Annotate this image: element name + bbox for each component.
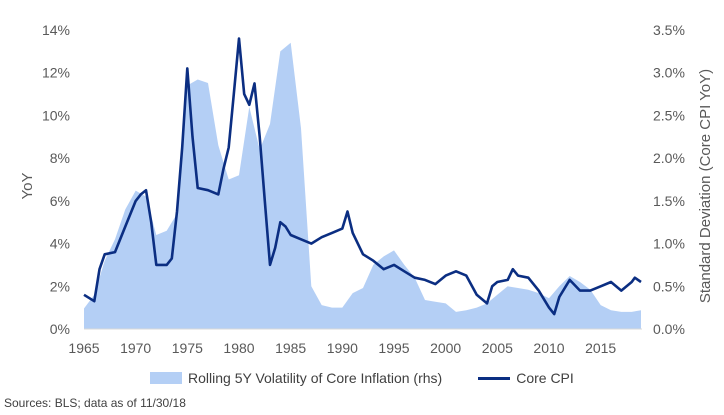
legend-swatch-line (478, 376, 511, 380)
y-tick-label: 0% (50, 321, 70, 337)
legend-label-volatility: Rolling 5Y Volatility of Core Inflation … (188, 370, 443, 386)
y2-axis-ticks: 0.0% 0.5% 1.0% 1.5% 2.0% 2.5% 3.0% 3.5% (653, 22, 685, 337)
y2-tick-label: 2.0% (653, 150, 685, 166)
legend-label-core-cpi: Core CPI (516, 370, 574, 386)
y2-tick-label: 0.5% (653, 278, 685, 294)
legend-item-core-cpi[interactable]: Core CPI (478, 370, 574, 386)
y-tick-label: 10% (42, 107, 70, 123)
y2-axis-title: Standard Deviation (Core CPI YoY) (697, 69, 714, 303)
x-tick-label: 1990 (327, 340, 358, 356)
x-tick-label: 2000 (430, 340, 461, 356)
y2-tick-label: 2.5% (653, 107, 685, 123)
x-tick-label: 2015 (585, 340, 616, 356)
legend: Rolling 5Y Volatility of Core Inflation … (150, 370, 610, 386)
y-tick-label: 14% (42, 22, 70, 38)
x-tick-label: 1975 (172, 340, 203, 356)
x-tick-label: 1970 (120, 340, 151, 356)
legend-item-volatility[interactable]: Rolling 5Y Volatility of Core Inflation … (150, 370, 442, 386)
source-note: Sources: BLS; data as of 11/30/18 (4, 396, 186, 410)
legend-swatch-area (150, 372, 182, 384)
y2-tick-label: 1.0% (653, 236, 685, 252)
y2-tick-label: 3.0% (653, 65, 685, 81)
x-tick-label: 1965 (68, 340, 99, 356)
y-tick-label: 6% (50, 193, 70, 209)
x-tick-label: 1980 (223, 340, 254, 356)
x-tick-label: 2010 (533, 340, 564, 356)
y-axis-ticks: 0% 2% 4% 6% 8% 10% 12% 14% (42, 22, 70, 337)
y-tick-label: 8% (50, 150, 70, 166)
core-cpi-line (83, 37, 642, 316)
y-tick-label: 12% (42, 65, 70, 81)
plot-area (83, 37, 642, 330)
chart: 0% 2% 4% 6% 8% 10% 12% 14% 0.0% 0.5% 1.0% 1.5% 2.0%… (19, 22, 714, 356)
y2-tick-label: 0.0% (653, 321, 685, 337)
x-tick-label: 1995 (378, 340, 409, 356)
y-axis-title: YoY (19, 173, 36, 200)
y-tick-label: 2% (50, 278, 70, 294)
volatility-area (84, 42, 641, 330)
x-axis-ticks: 1965 1970 1975 1980 1985 1990 1995 2000 2005 2010… (68, 340, 616, 356)
y-tick-label: 4% (50, 236, 70, 252)
y2-tick-label: 3.5% (653, 22, 685, 38)
x-tick-label: 2005 (482, 340, 513, 356)
y2-tick-label: 1.5% (653, 193, 685, 209)
x-tick-label: 1985 (275, 340, 306, 356)
